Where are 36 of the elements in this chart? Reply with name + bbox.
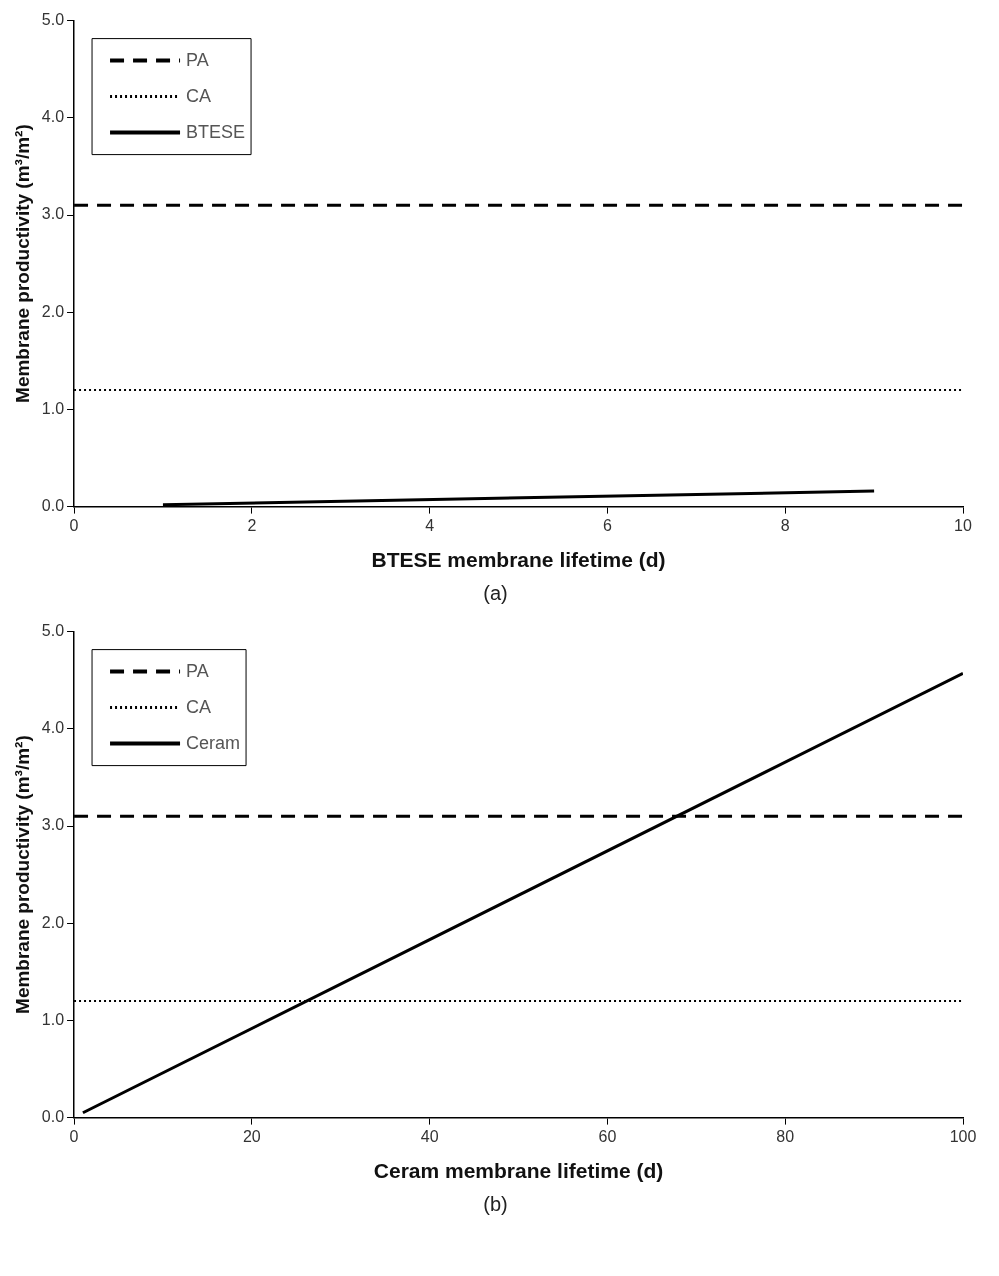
legend-label: PA	[186, 49, 209, 70]
x-tick-label: 10	[954, 516, 972, 534]
x-tick-label: 6	[602, 516, 612, 534]
x-tick-label: 80	[776, 1127, 795, 1145]
x-tick-label: 100	[949, 1127, 977, 1145]
y-tick-label: 5.0	[41, 11, 65, 29]
y-axis-title: Membrane productivity (m³/m²)	[11, 124, 33, 403]
x-tick-label: 20	[242, 1127, 261, 1145]
text: (b)	[482, 1193, 509, 1216]
x-tick-label: 40	[420, 1127, 439, 1145]
y-tick-label: 2.0	[41, 913, 65, 931]
y-axis-title: Membrane productivity (m³/m²)	[11, 735, 33, 1014]
y-tick-label: 4.0	[41, 108, 65, 126]
y-tick-label: 3.0	[41, 205, 65, 223]
x-tick-label: 4	[425, 516, 435, 534]
x-tick-label: 8	[780, 516, 790, 534]
y-tick-label: 3.0	[41, 816, 65, 834]
y-tick-label: 2.0	[41, 302, 65, 320]
x-tick-label: 2	[247, 516, 257, 534]
x-tick-label: 0	[69, 516, 79, 534]
legend-label: Ceram	[186, 732, 241, 753]
y-tick-label: 1.0	[41, 1010, 65, 1028]
y-tick-label: 0.0	[41, 497, 65, 515]
legend-label: CA	[186, 85, 212, 106]
legend-label: PA	[186, 660, 209, 681]
legend-label: BTESE	[186, 121, 246, 142]
y-tick-label: 5.0	[41, 622, 65, 640]
y-tick-label: 4.0	[41, 719, 65, 737]
y-tick-label: 1.0	[41, 399, 65, 417]
x-tick-label: 0	[69, 1127, 79, 1145]
y-tick-label: 0.0	[41, 1108, 65, 1126]
x-tick-label: 60	[598, 1127, 617, 1145]
text: (a)	[482, 582, 509, 605]
x-axis-title: BTESE membrane lifetime (d)	[371, 548, 666, 572]
legend-label: CA	[186, 696, 212, 717]
x-axis-title: Ceram membrane lifetime (d)	[373, 1159, 664, 1183]
